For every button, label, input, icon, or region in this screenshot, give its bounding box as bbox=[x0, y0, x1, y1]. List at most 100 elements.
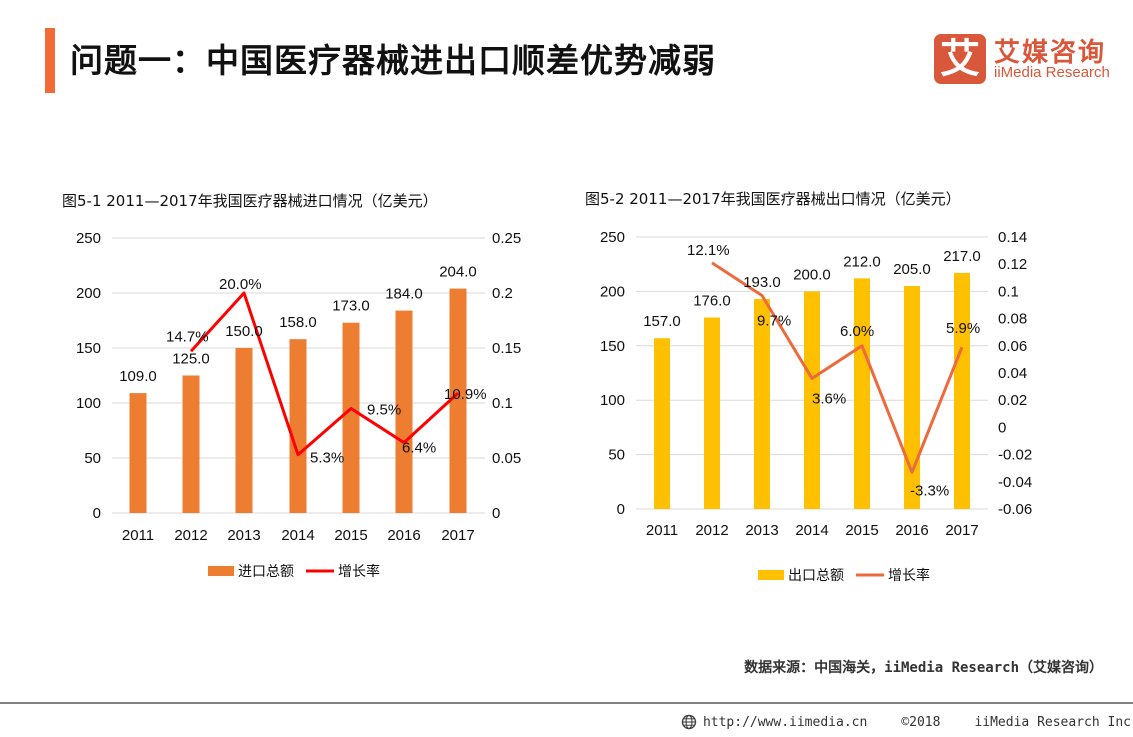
chart-1-bar-value-label: 158.0 bbox=[279, 314, 317, 331]
chart-2-right-tick-label: -0.02 bbox=[998, 447, 1032, 464]
chart-2-x-tick-label: 2013 bbox=[745, 522, 778, 539]
chart-2-bar-value-label: 212.0 bbox=[843, 253, 881, 270]
data-source-note: 数据来源：中国海关，iiMedia Research（艾媒咨询） bbox=[744, 660, 1103, 676]
chart-1-right-tick-label: 0.25 bbox=[492, 230, 521, 247]
chart-2-x-tick-label: 2016 bbox=[895, 522, 928, 539]
chart-2-right-tick-label: 0.08 bbox=[998, 311, 1027, 328]
chart-1-bar bbox=[342, 322, 360, 513]
chart-2-right-tick-label: 0.02 bbox=[998, 392, 1027, 409]
title-accent-bar bbox=[45, 28, 55, 93]
chart-2-growth-value-label: 9.7% bbox=[757, 312, 791, 329]
chart-1-growth-value-label: 14.7% bbox=[166, 328, 209, 345]
chart-2-bar-value-label: 217.0 bbox=[943, 248, 981, 265]
chart-2-growth-value-label: -3.3% bbox=[910, 482, 949, 499]
chart-1-bar-value-label: 109.0 bbox=[119, 368, 157, 385]
chart-2-x-tick-label: 2012 bbox=[695, 522, 728, 539]
chart-1-right-tick-label: 0.05 bbox=[492, 450, 521, 467]
chart-2-bar bbox=[804, 291, 820, 509]
chart-1-growth-value-label: 6.4% bbox=[402, 440, 436, 457]
chart-2-x-tick-label: 2017 bbox=[945, 522, 978, 539]
chart-1-growth-value-label: 5.3% bbox=[310, 450, 344, 467]
chart-2-growth-value-label: 6.0% bbox=[840, 323, 874, 340]
footer-divider bbox=[0, 702, 1133, 704]
chart-1-x-tick-label: 2016 bbox=[387, 527, 420, 544]
globe-icon bbox=[681, 714, 697, 730]
chart-2-right-tick-label: 0.06 bbox=[998, 338, 1027, 355]
chart-2-right-tick-label: 0.14 bbox=[998, 229, 1027, 246]
chart-2-left-tick-label: 150 bbox=[600, 338, 625, 355]
chart-1-x-tick-label: 2015 bbox=[334, 527, 367, 544]
chart-1-left-tick-label: 0 bbox=[93, 505, 101, 522]
chart-1-left-tick-label: 200 bbox=[76, 285, 101, 302]
chart-2-growth-value-label: 5.9% bbox=[946, 320, 980, 337]
chart-1-right-tick-label: 0.1 bbox=[492, 395, 513, 412]
chart-1-bar bbox=[129, 393, 147, 513]
footer-copyright: ©2018 bbox=[901, 714, 941, 730]
chart-1-right-tick-label: 0.2 bbox=[492, 285, 513, 302]
logo-name-en: iiMedia Research bbox=[994, 64, 1110, 81]
footer-url[interactable]: http://www.iimedia.cn bbox=[702, 714, 868, 730]
footer: http://www.iimedia.cn ©2018 iiMedia Rese… bbox=[681, 714, 1131, 730]
chart-2-bar bbox=[904, 285, 920, 509]
chart-2-title: 图5-2 2011—2017年我国医疗器械出口情况（亿美元） bbox=[585, 190, 961, 208]
chart-1-x-tick-label: 2017 bbox=[441, 527, 474, 544]
chart-2-growth-value-label: 12.1% bbox=[687, 242, 730, 259]
chart-2-right-tick-label: 0.1 bbox=[998, 283, 1019, 300]
chart-2-bar-value-label: 205.0 bbox=[893, 261, 931, 278]
chart-2-bar bbox=[704, 317, 720, 509]
chart-1-bar-value-label: 150.0 bbox=[225, 323, 263, 340]
chart-2-bar-value-label: 193.0 bbox=[743, 274, 781, 291]
chart-1-bar bbox=[289, 339, 307, 513]
footer-company: iiMedia Research Inc bbox=[974, 714, 1131, 730]
chart-1-title: 图5-1 2011—2017年我国医疗器械进口情况（亿美元） bbox=[62, 192, 438, 210]
chart-1-left-tick-label: 50 bbox=[84, 450, 101, 467]
chart-1-left-tick-label: 150 bbox=[76, 340, 101, 357]
chart-2-left-tick-label: 50 bbox=[608, 447, 625, 464]
chart-1-bar bbox=[395, 310, 413, 513]
chart-1-legend-bar-swatch bbox=[208, 566, 234, 576]
chart-2-bar bbox=[654, 338, 670, 509]
chart-2-right-tick-label: 0 bbox=[998, 419, 1006, 436]
chart-1-right-tick-label: 0.15 bbox=[492, 340, 521, 357]
logo-name-cn: 艾媒咨询 bbox=[994, 38, 1107, 68]
chart-2-right-tick-label: -0.04 bbox=[998, 474, 1032, 491]
chart-2-right-tick-label: 0.12 bbox=[998, 256, 1027, 273]
chart-1-right-tick-label: 0 bbox=[492, 505, 500, 522]
chart-2-right-tick-label: -0.06 bbox=[998, 501, 1032, 518]
chart-1-x-tick-label: 2012 bbox=[174, 527, 207, 544]
chart-1-x-tick-label: 2014 bbox=[281, 527, 314, 544]
chart-2-growth-line bbox=[711, 261, 964, 474]
chart-1-legend-bar-label: 进口总额 bbox=[238, 563, 294, 579]
chart-2-x-tick-label: 2014 bbox=[795, 522, 828, 539]
chart-1-x-tick-label: 2013 bbox=[227, 527, 260, 544]
chart-1-left-tick-label: 250 bbox=[76, 230, 101, 247]
chart-1-growth-value-label: 9.5% bbox=[367, 402, 401, 419]
chart-1-growth-line bbox=[189, 291, 460, 457]
chart-2-x-tick-label: 2015 bbox=[845, 522, 878, 539]
chart-1-growth-value-label: 20.0% bbox=[219, 276, 262, 293]
chart-2-x-tick-label: 2011 bbox=[646, 522, 678, 539]
chart-2-right-tick-label: 0.04 bbox=[998, 365, 1027, 382]
chart-2-bar-value-label: 157.0 bbox=[643, 313, 681, 330]
chart-2-left-tick-label: 0 bbox=[617, 501, 625, 518]
chart-2-growth-value-label: 3.6% bbox=[812, 390, 846, 407]
chart-2-left-tick-label: 250 bbox=[600, 229, 625, 246]
chart-2-left-tick-label: 100 bbox=[600, 392, 625, 409]
chart-2-bar bbox=[754, 299, 770, 509]
chart-1-legend-line-label: 增长率 bbox=[338, 563, 380, 579]
chart-1-bar bbox=[182, 375, 200, 513]
page-title: 问题一：中国医疗器械进出口顺差优势减弱 bbox=[70, 41, 716, 80]
chart-2-bar-value-label: 200.0 bbox=[793, 266, 831, 283]
chart-2-legend-bar-label: 出口总额 bbox=[788, 567, 844, 583]
chart-1-bar bbox=[235, 348, 253, 513]
logo-mark-icon: 艾 bbox=[934, 34, 986, 84]
chart-2-bar bbox=[954, 272, 970, 509]
chart-2-left-tick-label: 200 bbox=[600, 283, 625, 300]
chart-1-x-tick-label: 2011 bbox=[122, 527, 154, 544]
chart-1-growth-value-label: 10.9% bbox=[444, 386, 487, 403]
chart-2-bar bbox=[854, 278, 870, 509]
chart-1-bar-value-label: 173.0 bbox=[332, 298, 370, 315]
chart-2-legend-line-label: 增长率 bbox=[888, 567, 930, 583]
chart-1-bar-value-label: 184.0 bbox=[385, 286, 423, 303]
